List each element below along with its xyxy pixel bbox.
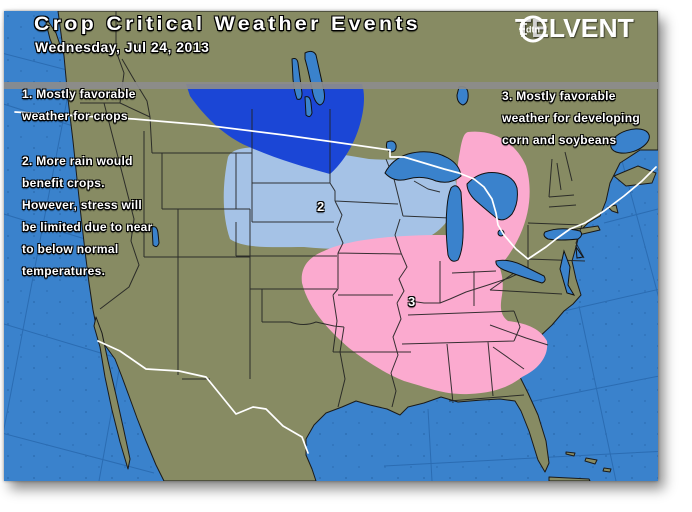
gulf-st-lawrence (610, 128, 650, 154)
us-mexico-border (97, 340, 309, 454)
telvent-logo: TELVENT dtn (515, 13, 634, 44)
lake-nipigon (456, 86, 469, 106)
weather-map: Crop Critical Weather Events Wednesday, … (4, 11, 658, 481)
lake-superior (384, 151, 462, 183)
us-canada-border (14, 111, 657, 260)
lake-winnipeg (304, 50, 325, 106)
delaware-bay (575, 245, 584, 259)
great-salt-lake (151, 226, 160, 248)
map-marker-region-3: 3 (408, 294, 416, 309)
baja-california (93, 316, 131, 470)
annotation-2: 2. More rain would benefit crops. Howeve… (22, 154, 153, 278)
nova-scotia (613, 165, 657, 187)
page-title: Crop Critical Weather Events (34, 14, 421, 35)
gray-latitude-band (4, 82, 658, 89)
region-dark-blue-favorable (186, 84, 364, 174)
lake-erie (495, 259, 546, 284)
lakes-group (151, 50, 650, 296)
annotation-3: 3. Mostly favorable weather for developi… (502, 89, 640, 147)
annotation-1: 1. Mostly favorable weather for crops (22, 87, 136, 123)
state-borders (65, 11, 586, 408)
dtn-globe-label: dtn (526, 25, 540, 35)
chesapeake-bay (559, 249, 576, 296)
international-borders (14, 111, 657, 454)
vancouver-island (45, 20, 63, 54)
date-label: Wednesday, Jul 24, 2013 (35, 39, 210, 55)
lake-manitoba (304, 96, 313, 118)
bahamas-islands (548, 451, 612, 481)
map-marker-region-2: 2 (317, 199, 325, 214)
dtn-globe-icon: dtn (519, 15, 547, 43)
map-canvas (4, 11, 658, 481)
lake-michigan (445, 185, 464, 262)
